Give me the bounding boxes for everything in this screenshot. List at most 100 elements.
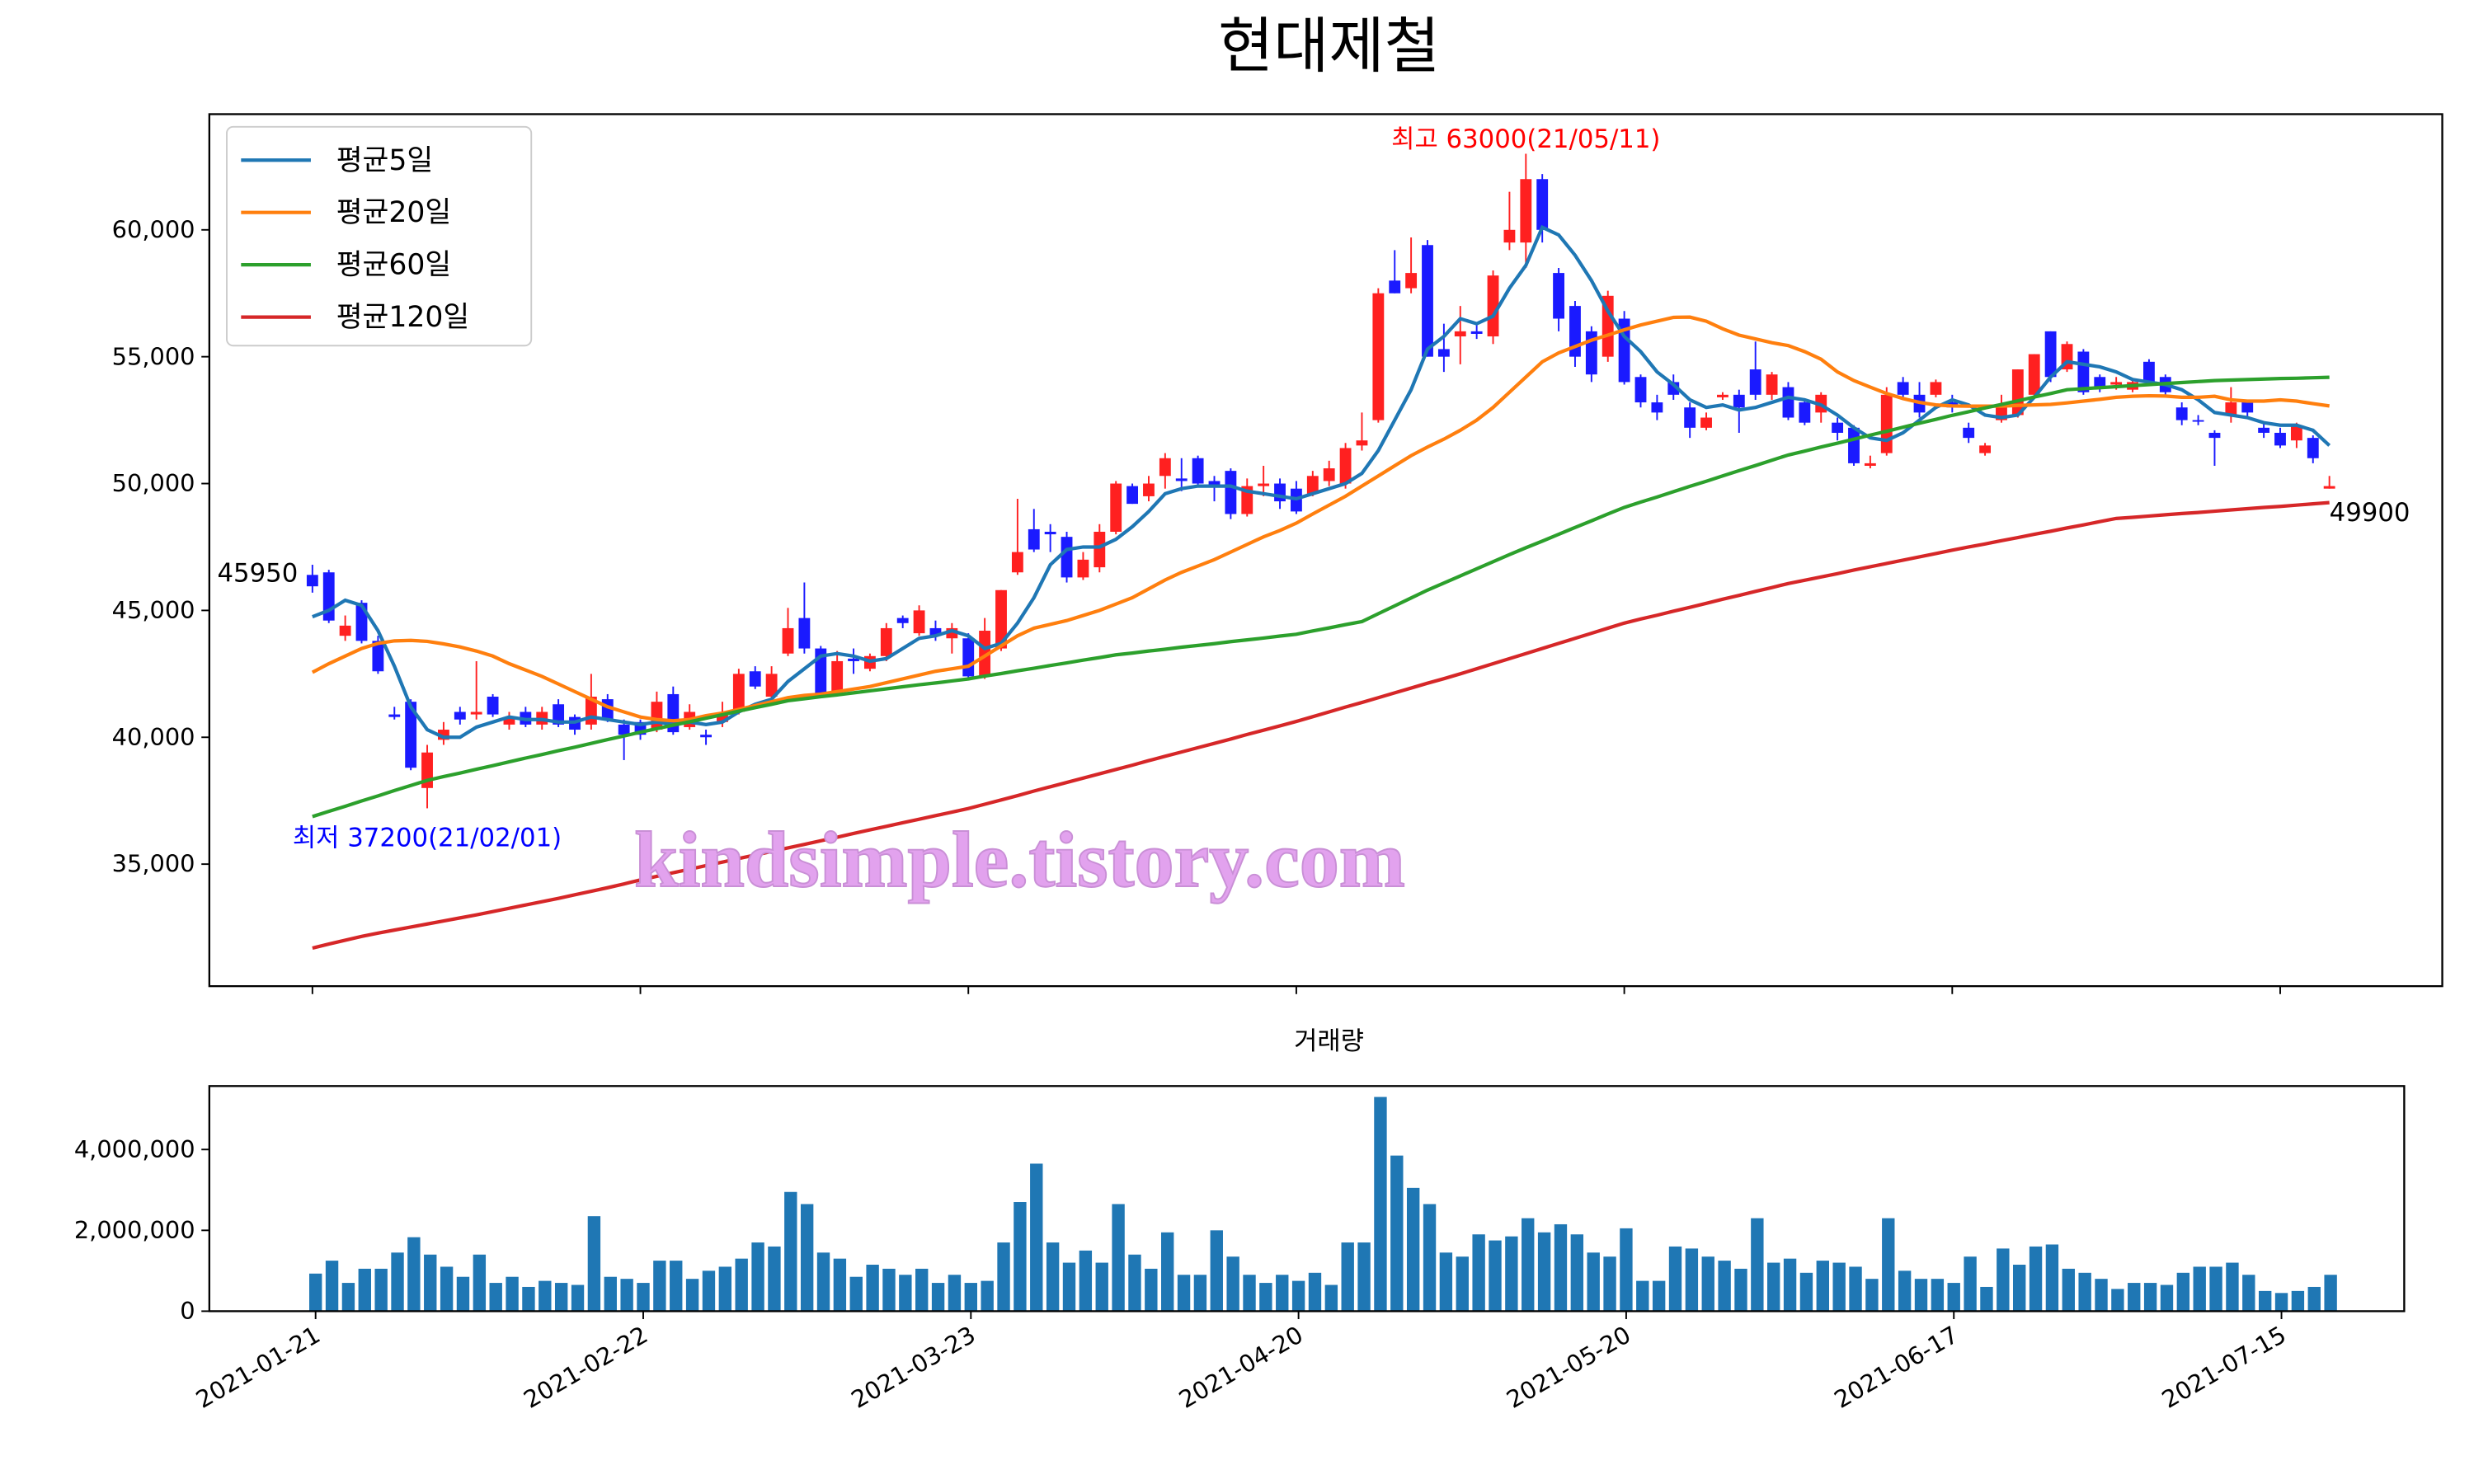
- candle-body: [2077, 351, 2090, 392]
- volume-bar: [440, 1266, 454, 1312]
- candle-body: [1651, 402, 1663, 413]
- volume-bar: [1980, 1286, 1993, 1312]
- volume-bar: [1668, 1246, 1682, 1312]
- candle-body: [2323, 486, 2335, 489]
- y-tick-label: 0: [180, 1297, 195, 1325]
- candle-body: [1143, 483, 1155, 496]
- candle-body: [995, 589, 1007, 649]
- candle-body: [651, 702, 663, 730]
- volume-bar: [1734, 1268, 1747, 1312]
- volume-bar: [587, 1216, 601, 1312]
- ma-line: [312, 224, 2331, 740]
- volume-bar: [522, 1286, 535, 1312]
- candle-body: [1520, 179, 1532, 243]
- candle-body: [1634, 377, 1647, 403]
- volume-bar: [751, 1242, 764, 1312]
- candle-body: [798, 618, 811, 649]
- volume-bar: [1816, 1261, 1829, 1312]
- volume-bar: [489, 1283, 502, 1312]
- candle-body: [470, 711, 482, 715]
- legend-box: [226, 125, 533, 347]
- candle-body: [1880, 394, 1893, 453]
- candle-body: [1864, 463, 1876, 466]
- candle-body: [896, 618, 909, 623]
- volume-bar: [1030, 1163, 1043, 1312]
- y-tick-label: 55,000: [112, 342, 195, 370]
- candle-body: [2208, 432, 2221, 439]
- candle-body: [1602, 295, 1614, 357]
- volume-bar: [1145, 1268, 1158, 1312]
- volume-bar: [1587, 1252, 1600, 1312]
- candle-body: [782, 627, 794, 654]
- volume-bar: [2226, 1262, 2239, 1312]
- candle-body: [2094, 377, 2106, 387]
- candle-body: [1339, 448, 1352, 484]
- candle-body: [1175, 478, 1188, 481]
- candle-body: [1749, 369, 1761, 395]
- volume-bar: [473, 1254, 487, 1312]
- volume-bar: [1324, 1284, 1338, 1312]
- candle-body: [880, 627, 892, 656]
- candle-body: [831, 660, 844, 692]
- candle-body: [1077, 559, 1089, 578]
- volume-bar: [424, 1254, 437, 1312]
- candle-body: [1799, 402, 1811, 423]
- volume-bar: [816, 1252, 830, 1312]
- volume-bar: [1997, 1248, 2010, 1312]
- volume-bar: [1570, 1234, 1584, 1312]
- y-tick-label: 35,000: [112, 850, 195, 878]
- volume-bar: [1046, 1242, 1060, 1312]
- candle-body: [1503, 229, 1516, 243]
- volume-bar: [899, 1275, 912, 1312]
- volume-bar: [1964, 1256, 1977, 1312]
- candle-body: [717, 714, 728, 722]
- volume-bar: [2242, 1275, 2255, 1312]
- volume-bar: [1357, 1242, 1371, 1312]
- volume-bar: [1276, 1275, 1289, 1312]
- volume-bar: [735, 1258, 748, 1312]
- legend-label: 평균120일: [336, 301, 470, 334]
- candle-body: [979, 631, 991, 677]
- y-tick-label: 60,000: [112, 215, 195, 243]
- volume-bar: [341, 1283, 355, 1312]
- candle-body: [2258, 427, 2270, 433]
- volume-bar: [1898, 1270, 1912, 1312]
- ma-line: [312, 375, 2330, 819]
- volume-bar: [358, 1268, 371, 1312]
- volume-bar: [1685, 1248, 1699, 1312]
- candle-body: [2290, 425, 2302, 441]
- volume-bar: [1505, 1236, 1518, 1312]
- candle-body: [1405, 273, 1418, 289]
- candle-body: [405, 702, 417, 768]
- volume-bar: [2111, 1289, 2124, 1312]
- first-close-label: 45950: [217, 558, 298, 588]
- candle-body: [1437, 349, 1450, 357]
- candle-body: [1487, 275, 1499, 337]
- volume-title: 거래량: [1294, 1026, 1364, 1056]
- candle-body: [1422, 245, 1433, 357]
- volume-bar: [2128, 1283, 2141, 1312]
- volume-bar: [1472, 1234, 1485, 1312]
- y-tick-label: 40,000: [112, 723, 195, 751]
- max-annotation: 최고 63000(21/05/11): [1391, 124, 1660, 154]
- ma-line: [312, 500, 2330, 951]
- volume-bar: [833, 1258, 847, 1312]
- candle-body: [1208, 481, 1221, 486]
- volume-bar: [1522, 1218, 1535, 1312]
- volume-bar: [407, 1237, 421, 1312]
- volume-bar: [325, 1261, 339, 1312]
- candle-body: [1159, 458, 1171, 477]
- volume-bar: [1062, 1262, 1076, 1312]
- candle-body: [1126, 486, 1139, 505]
- volume-bar: [2176, 1272, 2190, 1312]
- candle-body: [1225, 471, 1237, 514]
- plot-area: [306, 153, 2335, 951]
- volume-bar: [702, 1270, 716, 1312]
- candle-body: [306, 575, 318, 587]
- candle-body: [962, 638, 975, 677]
- volume-bar: [1603, 1256, 1616, 1312]
- candle-body: [848, 658, 859, 661]
- candle-body: [388, 714, 401, 717]
- candle-body: [1274, 483, 1286, 502]
- candle-body: [2241, 402, 2254, 413]
